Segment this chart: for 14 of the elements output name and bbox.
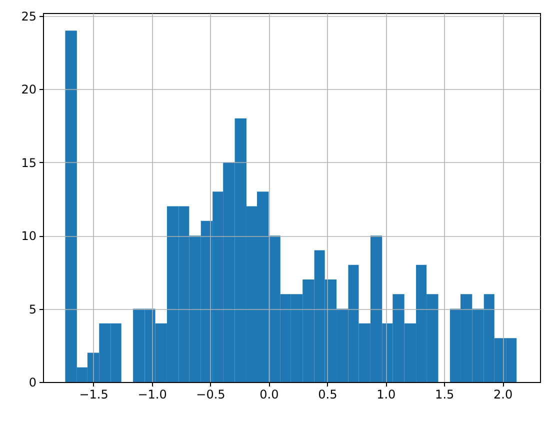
x-tick-label: −1.0 xyxy=(138,388,167,402)
x-tick-label: −0.5 xyxy=(196,388,226,402)
y-tick-label: 15 xyxy=(21,156,36,170)
y-tick-label: 25 xyxy=(21,9,36,24)
x-tick-label: −1.5 xyxy=(79,388,108,402)
y-tick-label: 10 xyxy=(21,229,36,244)
x-tick-label: 1.0 xyxy=(376,388,396,402)
y-tick-label: 20 xyxy=(21,82,36,97)
x-tick-label: 0.0 xyxy=(260,388,279,402)
x-tick-label: 1.5 xyxy=(435,388,454,402)
y-tick-label: 5 xyxy=(28,302,36,316)
x-tick-label: 0.5 xyxy=(318,388,338,402)
y-tick-label: 0 xyxy=(28,376,36,390)
x-tick-label: 2.0 xyxy=(494,388,513,402)
